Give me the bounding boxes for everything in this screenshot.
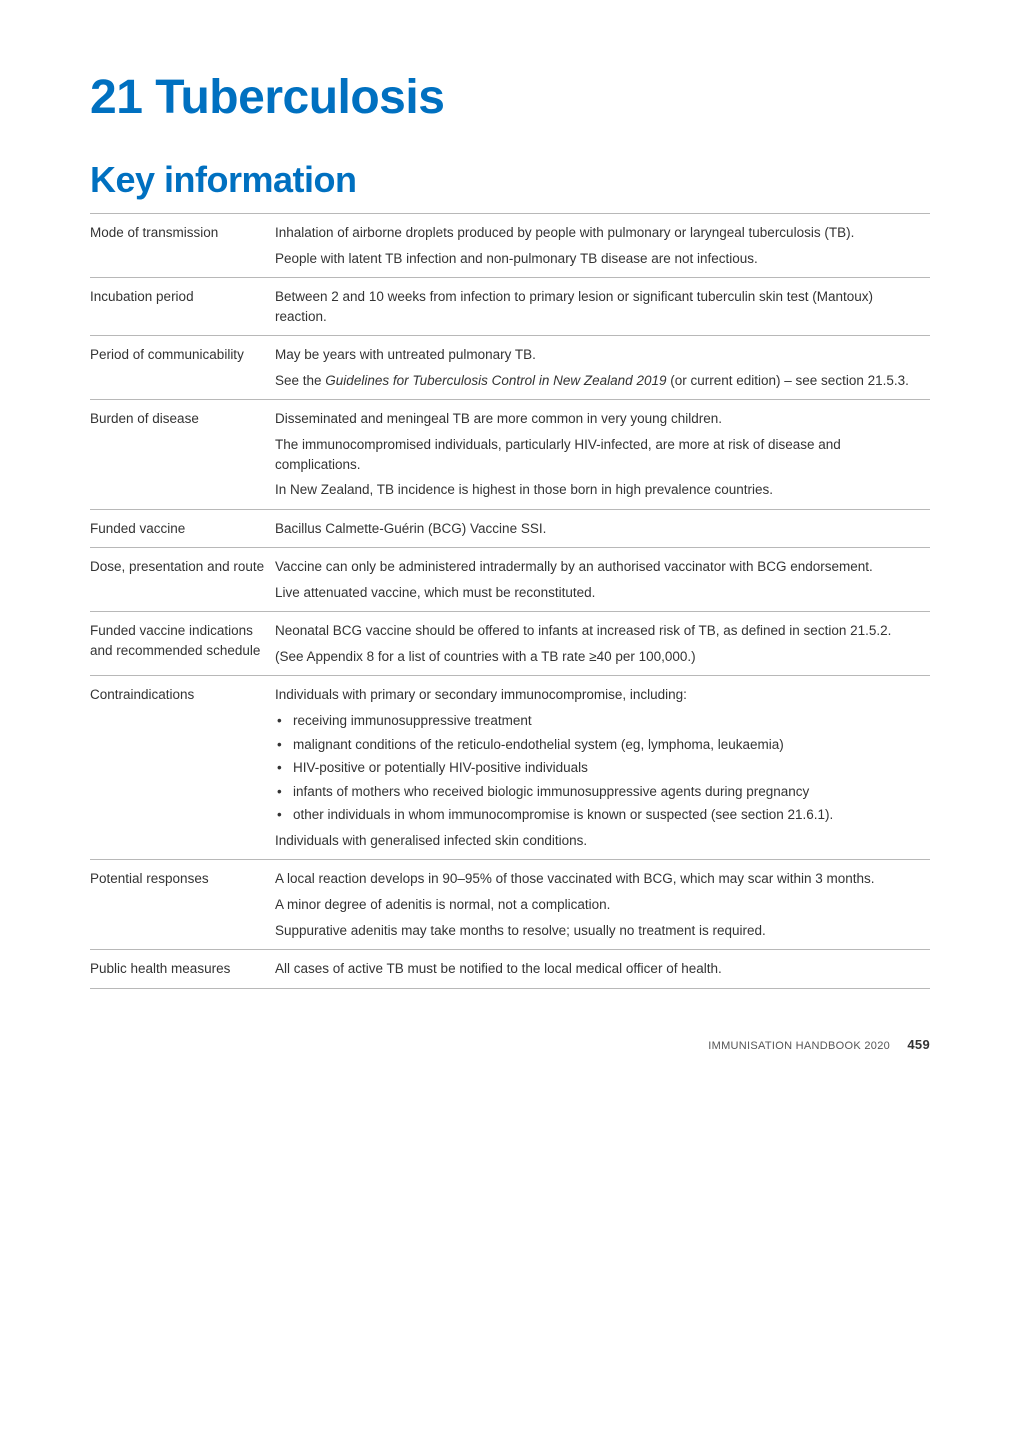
row-paragraph: All cases of active TB must be notified … xyxy=(275,959,920,979)
bullet-item: malignant conditions of the reticulo-end… xyxy=(275,735,920,755)
bullet-item: HIV-positive or potentially HIV-positive… xyxy=(275,758,920,778)
table-row: Funded vaccineBacillus Calmette-Guérin (… xyxy=(90,509,930,548)
row-label: Mode of transmission xyxy=(90,214,275,278)
row-label: Period of communicability xyxy=(90,336,275,400)
row-outro: Individuals with generalised infected sk… xyxy=(275,831,920,851)
row-value: Between 2 and 10 weeks from infection to… xyxy=(275,278,930,336)
table-row: ContraindicationsIndividuals with primar… xyxy=(90,676,930,860)
row-paragraph: People with latent TB infection and non-… xyxy=(275,249,920,269)
key-info-table: Mode of transmissionInhalation of airbor… xyxy=(90,213,930,989)
row-label: Funded vaccine indications and recommend… xyxy=(90,612,275,676)
bullet-list: receiving immunosuppressive treatment mal… xyxy=(275,711,920,825)
row-label: Funded vaccine xyxy=(90,509,275,548)
row-paragraph: May be years with untreated pulmonary TB… xyxy=(275,345,920,365)
bullet-item: receiving immunosuppressive treatment xyxy=(275,711,920,731)
footer-page-number: 459 xyxy=(907,1037,930,1052)
row-value: Individuals with primary or secondary im… xyxy=(275,676,930,860)
row-label: Contraindications xyxy=(90,676,275,860)
table-row: Potential responsesA local reaction deve… xyxy=(90,860,930,950)
row-intro: Individuals with primary or secondary im… xyxy=(275,685,920,705)
row-label: Dose, presentation and route xyxy=(90,548,275,612)
row-value: Bacillus Calmette-Guérin (BCG) Vaccine S… xyxy=(275,509,930,548)
row-value: Vaccine can only be administered intrade… xyxy=(275,548,930,612)
row-label: Potential responses xyxy=(90,860,275,950)
footer-source: IMMUNISATION HANDBOOK 2020 xyxy=(708,1040,890,1052)
row-label: Incubation period xyxy=(90,278,275,336)
row-value: A local reaction develops in 90–95% of t… xyxy=(275,860,930,950)
row-paragraph: Disseminated and meningeal TB are more c… xyxy=(275,409,920,429)
row-value: Neonatal BCG vaccine should be offered t… xyxy=(275,612,930,676)
row-paragraph: A minor degree of adenitis is normal, no… xyxy=(275,895,920,915)
row-paragraph: A local reaction develops in 90–95% of t… xyxy=(275,869,920,889)
section-title: Key information xyxy=(90,159,930,201)
bullet-item: other individuals in whom immunocompromi… xyxy=(275,805,920,825)
row-paragraph: In New Zealand, TB incidence is highest … xyxy=(275,480,920,500)
row-paragraph: Neonatal BCG vaccine should be offered t… xyxy=(275,621,920,641)
row-paragraph: (See Appendix 8 for a list of countries … xyxy=(275,647,920,667)
table-row: Funded vaccine indications and recommend… xyxy=(90,612,930,676)
table-row: Mode of transmissionInhalation of airbor… xyxy=(90,214,930,278)
chapter-title: 21 Tuberculosis xyxy=(90,70,930,125)
page-footer: IMMUNISATION HANDBOOK 2020 459 xyxy=(90,1037,930,1052)
row-paragraph: Between 2 and 10 weeks from infection to… xyxy=(275,287,920,326)
row-paragraph: Suppurative adenitis may take months to … xyxy=(275,921,920,941)
bullet-item: infants of mothers who received biologic… xyxy=(275,782,920,802)
row-paragraph: Inhalation of airborne droplets produced… xyxy=(275,223,920,243)
row-value: Disseminated and meningeal TB are more c… xyxy=(275,400,930,509)
table-row: Public health measuresAll cases of activ… xyxy=(90,950,930,989)
row-paragraph: See the Guidelines for Tuberculosis Cont… xyxy=(275,371,920,391)
row-paragraph: The immunocompromised individuals, parti… xyxy=(275,435,920,474)
row-paragraph: Bacillus Calmette-Guérin (BCG) Vaccine S… xyxy=(275,519,920,539)
row-paragraph: Live attenuated vaccine, which must be r… xyxy=(275,583,920,603)
row-paragraph: Vaccine can only be administered intrade… xyxy=(275,557,920,577)
row-label: Burden of disease xyxy=(90,400,275,509)
table-row: Dose, presentation and routeVaccine can … xyxy=(90,548,930,612)
table-row: Burden of diseaseDisseminated and mening… xyxy=(90,400,930,509)
row-value: May be years with untreated pulmonary TB… xyxy=(275,336,930,400)
row-value: All cases of active TB must be notified … xyxy=(275,950,930,989)
row-label: Public health measures xyxy=(90,950,275,989)
table-row: Incubation periodBetween 2 and 10 weeks … xyxy=(90,278,930,336)
table-row: Period of communicabilityMay be years wi… xyxy=(90,336,930,400)
row-value: Inhalation of airborne droplets produced… xyxy=(275,214,930,278)
